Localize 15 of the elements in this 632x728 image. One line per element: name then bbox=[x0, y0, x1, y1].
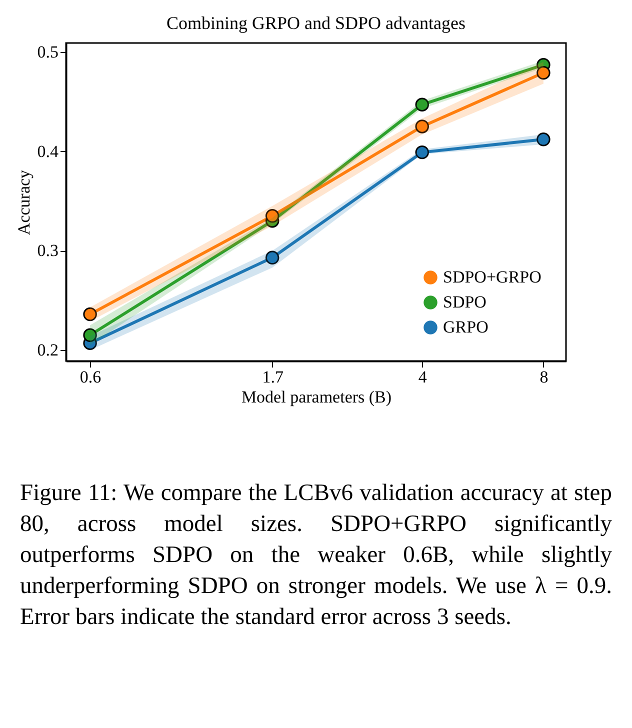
y-tick-label: 0.5 bbox=[37, 42, 58, 62]
y-tick-label: 0.2 bbox=[37, 340, 58, 360]
x-tick-label: 1.7 bbox=[262, 368, 284, 386]
x-tick-label: 8 bbox=[540, 368, 548, 386]
y-tick-label: 0.4 bbox=[37, 142, 59, 161]
x-tick-label: 0.6 bbox=[80, 368, 102, 386]
legend-label: GRPO bbox=[443, 318, 488, 336]
x-tick-label: 4 bbox=[418, 368, 428, 386]
caption: Figure 11: We compare the LCBv6 validation accuracy at step 80, across model sizes. SDPO+GRPO significantly outperforms SDPO on the weaker 0.6B, while slightly underperforming SDPO on stronger models. We use λ = 0.9. Error bars indicate the standard error across 3 seeds. bbox=[20, 479, 612, 632]
legend-label: SDPO bbox=[443, 292, 486, 312]
legend-label: SDPO+GRPO bbox=[443, 268, 542, 286]
chart-title: Combining GRPO and SDPO advantages bbox=[166, 12, 466, 33]
x-axis-title: Model parameters (B) bbox=[241, 388, 392, 406]
y-axis-title: Accuracy bbox=[14, 169, 34, 236]
y-tick-label: 0.3 bbox=[37, 241, 58, 260]
